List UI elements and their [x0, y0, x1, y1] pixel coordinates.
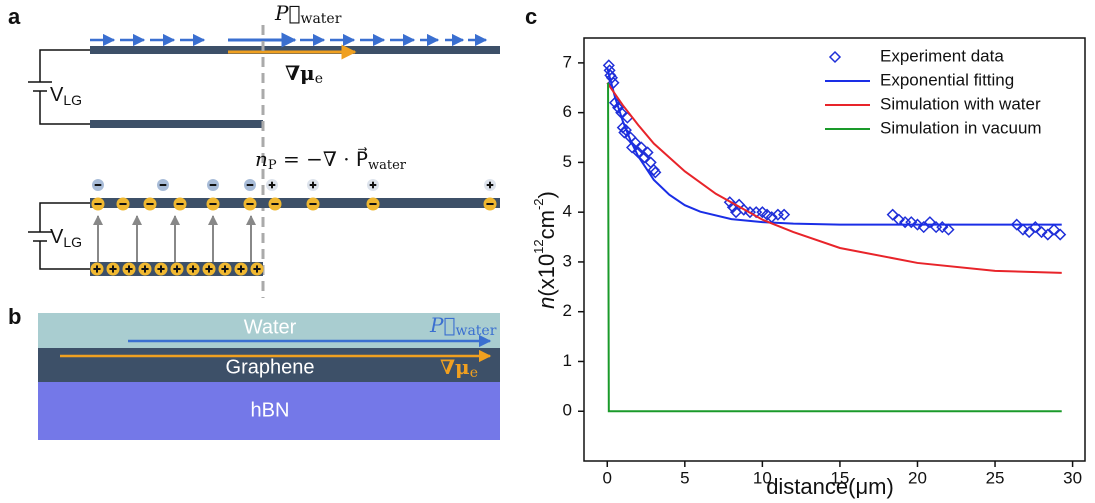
- graphene-layer: [38, 348, 500, 382]
- y-tick-label: 0: [563, 401, 572, 420]
- y-tick-label: 6: [563, 102, 572, 121]
- plot-frame: [583, 37, 1086, 462]
- y-tick-label: 1: [563, 351, 572, 370]
- sub: LG: [63, 234, 82, 250]
- v: V: [50, 226, 64, 248]
- data-point: [1035, 226, 1048, 239]
- grad-mu-label: ∇μe: [440, 355, 478, 382]
- wire: [39, 241, 90, 270]
- exponent: 12: [531, 239, 546, 253]
- data-point: [1054, 228, 1067, 241]
- data-point: [1010, 218, 1023, 231]
- data-point: [1047, 223, 1061, 236]
- y-tick-label: 4: [563, 202, 572, 221]
- y-tick-label: 2: [563, 301, 572, 320]
- x-axis-label: distance(μm): [766, 474, 894, 499]
- sub: e: [315, 71, 323, 87]
- layer-label: Water: [244, 316, 297, 338]
- data-point: [778, 208, 791, 221]
- panel-label: a: [8, 4, 21, 29]
- graphene-top: [90, 198, 500, 208]
- data-point: [641, 146, 654, 159]
- equation: nP = −∇ · P⃗water: [255, 146, 407, 173]
- wire: [39, 49, 90, 82]
- sub: water: [300, 11, 341, 27]
- voltage-label: VLG: [50, 84, 82, 107]
- legend-label: Experiment data: [880, 46, 1004, 65]
- diagram-a: VLG P⃗water ∇μe nP = −∇ · P⃗water VLG: [28, 1, 500, 298]
- series-line: [606, 67, 1062, 226]
- graphene-top: [90, 46, 500, 54]
- sym: ∇μ: [440, 355, 470, 379]
- data-point: [1023, 226, 1036, 239]
- data-point: [649, 166, 662, 179]
- p-water-label: P⃗water: [274, 1, 342, 28]
- data-point: [619, 124, 632, 137]
- y-tick-label: 5: [563, 152, 572, 171]
- lhs: n: [255, 147, 268, 171]
- x-tick-label: 15: [830, 468, 849, 487]
- symbol: n: [534, 297, 559, 309]
- rhs: = −∇ · P⃗: [277, 146, 368, 171]
- data-point: [911, 218, 924, 231]
- legend-label: Simulation with water: [880, 94, 1041, 113]
- data-point: [608, 96, 622, 109]
- sub: e: [470, 365, 478, 381]
- data-point: [635, 141, 648, 154]
- sym: P⃗: [274, 1, 300, 25]
- wire: [39, 202, 90, 232]
- data-point: [626, 141, 639, 154]
- data-point: [612, 101, 625, 114]
- panel-label: c: [525, 4, 537, 29]
- data-point: [886, 208, 899, 221]
- sub: water: [455, 323, 496, 339]
- data-point: [942, 223, 955, 236]
- sub: P: [268, 158, 277, 173]
- legend-label: Simulation in vacuum: [880, 118, 1042, 137]
- legend-marker: [828, 50, 842, 64]
- unit: (x10: [534, 254, 559, 297]
- legend-label: Exponential fitting: [880, 70, 1014, 89]
- data-point: [629, 136, 642, 149]
- y-axis-label: n(x1012cm-2): [531, 191, 558, 309]
- x-tick-label: 20: [908, 468, 927, 487]
- series-line: [607, 82, 1062, 413]
- data-point: [1041, 228, 1054, 241]
- unit: cm: [534, 210, 559, 239]
- x-tick-label: 5: [680, 468, 689, 487]
- v: V: [50, 84, 64, 106]
- unit: ): [534, 191, 559, 198]
- series-line: [606, 82, 1062, 274]
- x-tick-label: 30: [1063, 468, 1082, 487]
- voltage-label: VLG: [50, 226, 82, 249]
- layer-label: Graphene: [226, 356, 315, 378]
- panel-label: b: [8, 304, 21, 329]
- data-point: [638, 151, 651, 164]
- sym: ∇μ: [285, 61, 315, 85]
- y-tick-label: 7: [563, 52, 572, 71]
- hbn-layer: [38, 382, 500, 440]
- data-point: [1016, 223, 1030, 236]
- wire: [39, 91, 90, 125]
- data-point: [923, 216, 936, 229]
- exponent: -2: [531, 198, 546, 210]
- sub: LG: [63, 92, 82, 108]
- layer-label: hBN: [251, 399, 290, 421]
- p-water-label: P⃗water: [429, 313, 497, 340]
- x-tick-label: 10: [753, 468, 772, 487]
- x-tick-label: 25: [986, 468, 1005, 487]
- gate-bottom: [90, 120, 263, 128]
- sub: water: [368, 158, 407, 173]
- data-point: [905, 216, 918, 229]
- grad-mu-label: ∇μe: [285, 61, 323, 88]
- x-tick-label: 0: [603, 468, 612, 487]
- y-tick-label: 3: [563, 251, 572, 270]
- sym: P⃗: [429, 313, 455, 337]
